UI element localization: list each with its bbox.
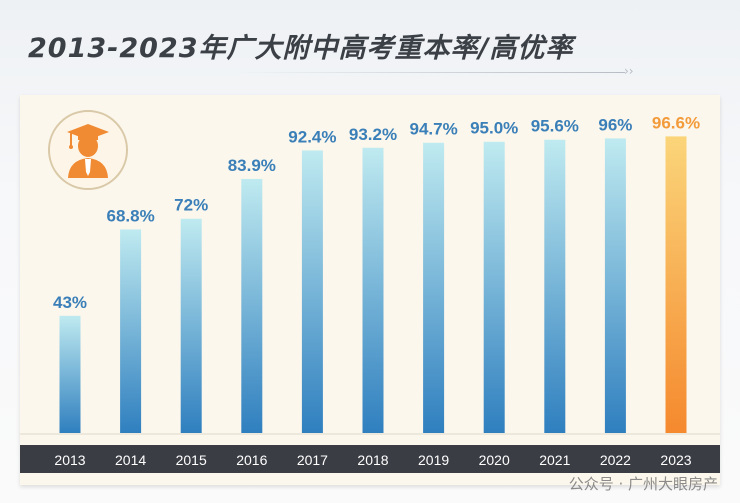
data-label: 94.7% — [409, 120, 457, 139]
x-tick-label: 2019 — [418, 452, 449, 468]
double-chevron-icon: ›› — [624, 64, 634, 78]
x-tick-label: 2021 — [539, 452, 570, 468]
bar-2017 — [301, 150, 323, 433]
data-label: 92.4% — [288, 127, 336, 146]
x-tick-label: 2014 — [115, 452, 146, 468]
page-title: 2013-2023年广大附中高考重本率/高优率 — [28, 33, 574, 64]
bar-2014 — [120, 229, 142, 433]
data-label: 93.2% — [349, 125, 397, 144]
x-tick-label: 2023 — [660, 452, 691, 468]
data-label: 95.6% — [531, 117, 579, 136]
bar-2018 — [362, 147, 384, 434]
bar-2022 — [604, 138, 626, 434]
graduate-avatar-icon — [48, 110, 128, 190]
data-label: 95.0% — [470, 119, 518, 138]
data-label: 72% — [174, 196, 208, 215]
bar-2021 — [544, 139, 566, 433]
bar-2015 — [180, 218, 202, 433]
bar-2020 — [483, 141, 505, 433]
x-tick-label: 2013 — [54, 452, 85, 468]
bar-2013 — [59, 315, 81, 433]
x-tick-label: 2017 — [297, 452, 328, 468]
x-tick-label: 2015 — [176, 452, 207, 468]
bar-2023 — [665, 136, 687, 433]
data-label: 83.9% — [228, 156, 276, 175]
data-label: 96.6% — [652, 113, 700, 132]
x-tick-label: 2016 — [236, 452, 267, 468]
watermark: 公众号 · 广州大眼房产 — [568, 475, 718, 493]
title-divider — [235, 72, 625, 73]
bar-2016 — [241, 178, 263, 433]
x-tick-label: 2020 — [479, 452, 510, 468]
x-tick-label: 2022 — [600, 452, 631, 468]
x-tick-label: 2018 — [357, 452, 388, 468]
data-label: 68.8% — [106, 206, 154, 225]
x-axis-band — [20, 445, 720, 473]
data-label: 43% — [53, 293, 87, 312]
data-label: 96% — [598, 115, 632, 134]
bar-2019 — [423, 142, 445, 434]
